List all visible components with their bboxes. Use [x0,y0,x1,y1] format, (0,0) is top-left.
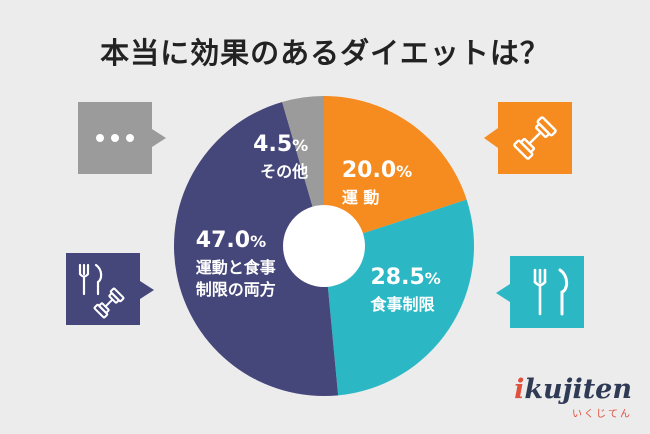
logo-subtitle: いくじてん [572,409,632,420]
fork-knife-icon [496,256,584,328]
fork-knife-dumbbell-icon [66,253,154,325]
slice-percent-label: 47.0% [196,228,266,253]
slice-percent-label: 28.5% [370,265,440,290]
donut-hole [283,205,365,287]
slice-category-label: 運 動 [342,188,380,207]
slice-category-label: その他 [260,162,308,181]
chart-title: 本当に効果のあるダイエットは？ [100,36,550,70]
slice-category-label: 運動と食事 [196,258,276,277]
pie-slice [324,96,467,246]
slice-percent-label: 4.5% [253,132,308,157]
ellipsis-icon [78,102,166,174]
brand-logo: ikujiten いくじてん [514,376,632,420]
slice-category-label: 制限の両方 [196,280,276,299]
slice-category-label: 食事制限 [369,295,435,314]
slice-percent-label: 20.0% [342,158,412,183]
dumbbell-icon [484,102,572,174]
logo-prefix: i [514,374,525,405]
pie-slice [174,101,339,397]
logo-wordmark: kujiten [524,374,632,405]
